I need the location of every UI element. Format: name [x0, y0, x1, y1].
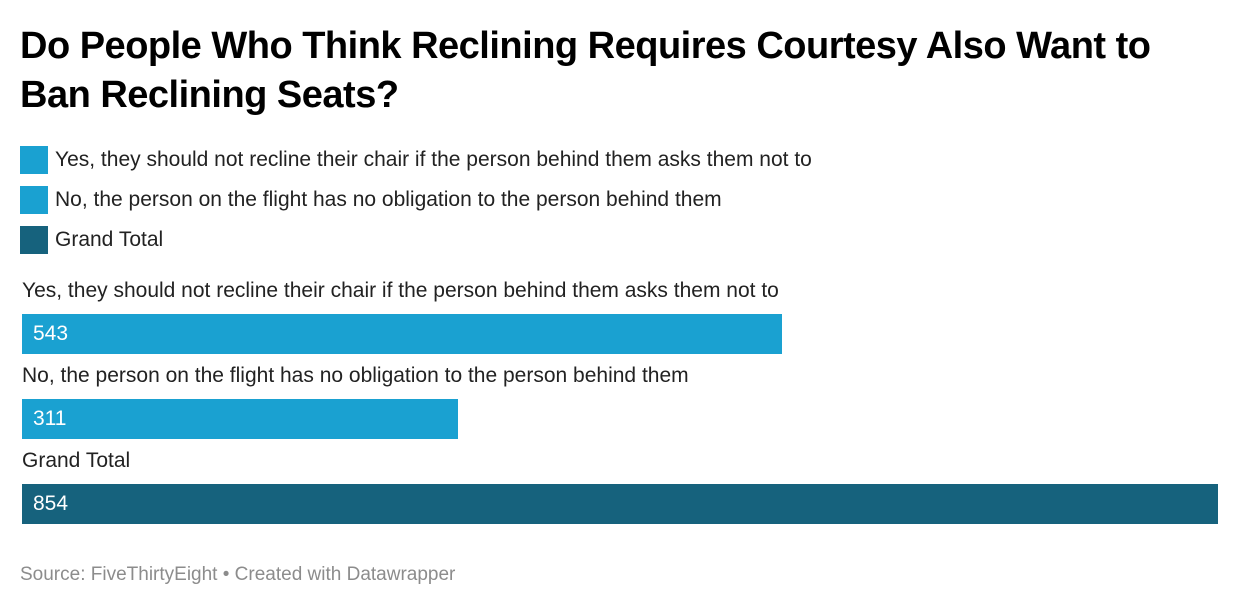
bar-row: Yes, they should not recline their chair… [22, 276, 1218, 361]
bar-category-label: No, the person on the flight has no obli… [22, 364, 689, 387]
legend-swatch [20, 146, 48, 174]
bar-category-label: Yes, they should not recline their chair… [22, 279, 779, 302]
bar-chart: Yes, they should not recline their chair… [22, 276, 1218, 531]
legend-item: Yes, they should not recline their chair… [20, 140, 1220, 180]
bar: 311 [22, 399, 458, 439]
legend-label: Yes, they should not recline their chair… [55, 148, 812, 171]
legend-label: No, the person on the flight has no obli… [55, 188, 722, 211]
bar-value-label: 311 [33, 407, 67, 430]
legend-item: Grand Total [20, 220, 1220, 260]
chart-legend: Yes, they should not recline their chair… [20, 140, 1220, 260]
bar-row: No, the person on the flight has no obli… [22, 361, 1218, 446]
bar: 543 [22, 314, 782, 354]
legend-item: No, the person on the flight has no obli… [20, 180, 1220, 220]
bar-category-label: Grand Total [22, 449, 131, 472]
legend-swatch [20, 186, 48, 214]
source-footer: Source: FiveThirtyEight • Created with D… [20, 564, 456, 585]
bar-value-label: 854 [33, 492, 69, 515]
bar-value-label: 543 [33, 322, 69, 345]
bar-row: Grand Total 854 [22, 446, 1218, 531]
legend-swatch [20, 226, 48, 254]
legend-label: Grand Total [55, 228, 164, 251]
chart-title: Do People Who Think Reclining Requires C… [20, 25, 1151, 116]
bar: 854 [22, 484, 1218, 524]
